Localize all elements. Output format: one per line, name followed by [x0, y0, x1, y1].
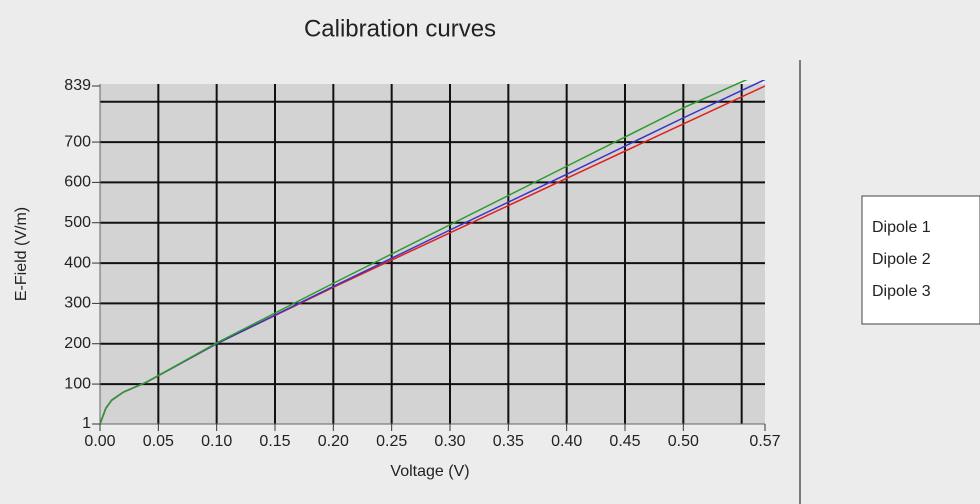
- y-tick-label: 400: [64, 254, 91, 271]
- y-tick-label: 200: [64, 335, 91, 352]
- x-tick-label: 0.50: [668, 433, 699, 450]
- legend-label: Dipole 1: [872, 219, 931, 236]
- y-axis-label: E-Field (V/m): [13, 207, 30, 301]
- x-tick-label: 0.05: [143, 433, 174, 450]
- chart-title: Calibration curves: [304, 15, 496, 42]
- x-tick-label: 0.57: [749, 433, 780, 450]
- data-line: [100, 80, 748, 425]
- x-tick-label: 0.20: [318, 433, 349, 450]
- x-tick-label: 0.45: [609, 433, 640, 450]
- y-tick-label: 700: [64, 133, 91, 150]
- x-tick-label: 0.30: [434, 433, 465, 450]
- y-tick-label: 1: [82, 415, 91, 432]
- x-tick-label: 0.40: [551, 433, 582, 450]
- plot-lines: [100, 80, 766, 425]
- x-axis-label: Voltage (V): [390, 463, 469, 480]
- x-tick-label: 0.25: [376, 433, 407, 450]
- y-tick-label: 600: [64, 174, 91, 191]
- x-tick-label: 0.15: [259, 433, 290, 450]
- y-tick-label: 300: [64, 295, 91, 312]
- y-tick-label: 839: [64, 77, 91, 94]
- x-tick-label: 0.00: [84, 433, 115, 450]
- legend-label: Dipole 2: [872, 251, 931, 268]
- y-tick-label: 500: [64, 214, 91, 231]
- legend: [861, 195, 980, 325]
- x-tick-label: 0.35: [493, 433, 524, 450]
- legend-label: Dipole 3: [872, 283, 931, 300]
- y-tick-label: 100: [64, 375, 91, 392]
- x-tick-label: 0.10: [201, 433, 232, 450]
- plot-area: [100, 84, 765, 424]
